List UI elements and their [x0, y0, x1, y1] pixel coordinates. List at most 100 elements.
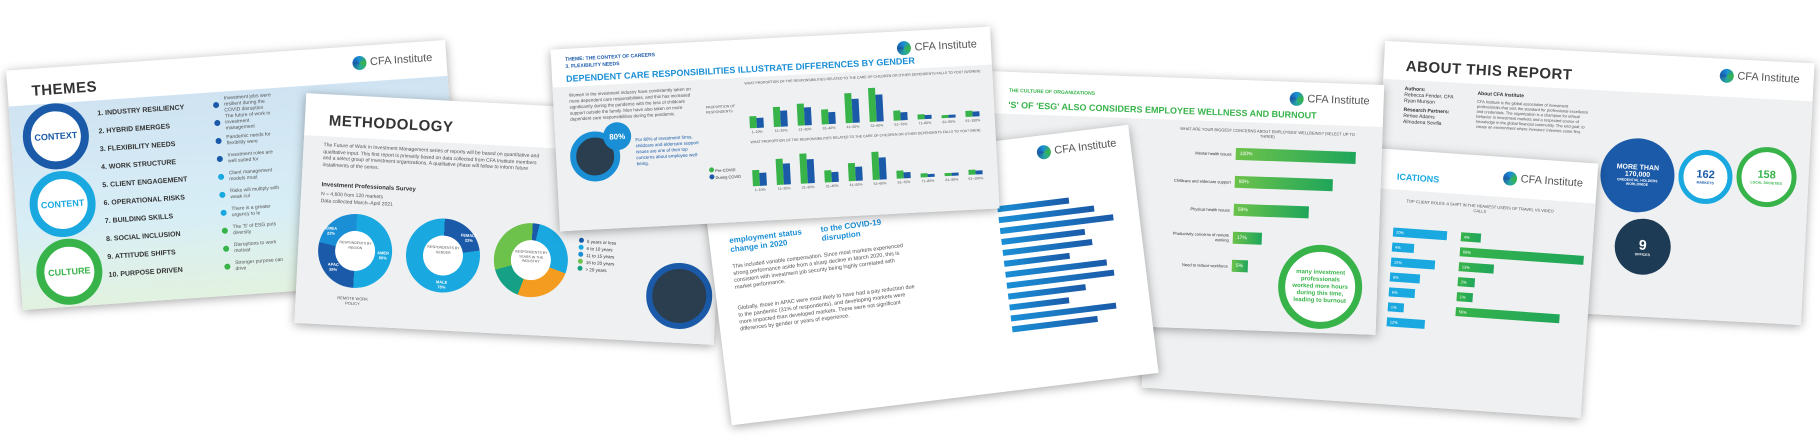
concern-bar: 80%: [1234, 175, 1333, 192]
page-title: THEMES: [31, 78, 98, 100]
about-text: CFA Institute is the global association …: [1475, 98, 1589, 135]
body-text: Globally, those in APAC were most likely…: [737, 283, 916, 333]
bar-during-covid: [780, 110, 788, 127]
bullet-icon: [224, 263, 231, 270]
bar-during-covid: [975, 170, 983, 175]
video-bar: 4%: [1460, 232, 1482, 243]
bar-group: [743, 93, 769, 129]
bullet-icon: [215, 137, 222, 145]
legend-swatch: [578, 237, 585, 243]
bar-group: [938, 141, 964, 177]
cfa-logo: CFA Institute: [1502, 171, 1583, 191]
concern-bar: 5%: [1231, 259, 1248, 273]
bullet-icon: [216, 155, 224, 163]
bar-during-covid: [855, 166, 863, 181]
bar-group: [887, 86, 913, 121]
cfa-logo: CFA Institute: [351, 51, 433, 71]
concern-bar-row: Childcare and eldercare support 80%: [1170, 170, 1371, 197]
bar-during-covid: [924, 114, 932, 120]
cfa-logo-icon: [1289, 91, 1304, 107]
travel-bar: 20%: [1392, 227, 1448, 241]
bar-group: [914, 142, 940, 178]
bar-group: [746, 151, 772, 187]
bullet-icon: [212, 101, 220, 109]
kicker: THE CULTURE OF ORGANIZATIONS: [1008, 87, 1096, 97]
bar-during-covid: [875, 94, 884, 122]
video-bar: 1%: [1456, 292, 1473, 303]
bar-group: [767, 92, 793, 128]
page-title: ABOUT THIS REPORT: [1405, 58, 1573, 84]
video-bar: 56%: [1455, 307, 1560, 324]
concern-bar: 17%: [1232, 231, 1262, 245]
bullet-icon: [214, 119, 221, 127]
cfa-logo: CFA Institute: [896, 37, 977, 56]
bar-during-covid: [803, 107, 812, 126]
stat-text: For 80% of investment firms, childcare a…: [635, 134, 699, 167]
gender-page: CFA Institute THEME: THE CONTEXT OF CARE…: [550, 26, 1000, 232]
authors-block: Authors: Rebecca Fender, CFA Ryan Munson R…: [1402, 86, 1454, 127]
travel-bar-chart: 20% 4% 15% 8% 6% 1% 12%: [1386, 222, 1454, 337]
cfa-logo-icon: [1035, 144, 1052, 161]
page-title: METHODOLOGY: [328, 112, 454, 136]
video-bar: 13%: [1458, 262, 1494, 274]
video-bar: 2%: [1457, 277, 1476, 288]
heading: employment status change in 2020: [728, 227, 803, 255]
y-label: PROPORTION OF RESPONDENTS: [705, 104, 736, 115]
cfa-logo-icon: [1719, 68, 1734, 84]
cfa-logo: CFA Institute: [1719, 68, 1800, 86]
bar-group: [815, 90, 841, 125]
bullet-icon: [219, 191, 226, 199]
region-amer-label: AMER 50%: [377, 250, 390, 261]
bar-group: [818, 148, 844, 183]
bullet-icon: [217, 173, 225, 181]
bar-group: [866, 145, 892, 180]
bar-during-covid: [927, 173, 935, 178]
page-title: ICATIONS: [1396, 171, 1440, 185]
bar-during-covid: [831, 172, 839, 183]
gender-male-label: MALE 78%: [435, 279, 448, 290]
years-legend: 5 years or less 6 to 10 years 11 to 15 yea…: [577, 237, 616, 275]
region-emea-label: EMEA 22%: [325, 225, 338, 236]
bar-during-covid: [851, 98, 860, 123]
bar-during-covid: [900, 112, 908, 121]
concern-bar: 100%: [1235, 147, 1356, 165]
legend-swatch: [577, 258, 584, 264]
video-bar-chart: 4% 69% 13% 2% 1% 56%: [1455, 226, 1591, 331]
region-apac-label: APAC 28%: [327, 261, 340, 272]
bar-during-covid: [948, 114, 956, 118]
heading: to the COVID-19 disruption: [820, 217, 882, 243]
bar-group: [959, 82, 985, 118]
bar-during-covid: [806, 159, 815, 184]
bullet-icon: [221, 227, 229, 234]
video-bar: 69%: [1459, 247, 1585, 265]
bar-group: [863, 87, 889, 123]
legend-swatch: [577, 265, 583, 271]
chart-legend: Pre-COVID During COVID: [708, 166, 741, 182]
travel-bar: 6%: [1388, 287, 1416, 299]
travel-bar: 12%: [1386, 317, 1426, 329]
travel-bar: 8%: [1389, 272, 1421, 284]
cfa-logo-icon: [351, 55, 367, 71]
cfa-logo: CFA Institute: [1035, 136, 1117, 161]
bar-during-covid: [972, 111, 980, 117]
bar-group: [794, 149, 820, 184]
bullet-icon: [222, 245, 230, 252]
travel-bar: 15%: [1390, 257, 1436, 270]
bar-group: [962, 140, 988, 175]
bar-group: [842, 146, 868, 182]
bar-during-covid: [951, 172, 959, 176]
theme-list: 1. INDUSTRY RESILIENCY Investment jobs we…: [97, 92, 286, 284]
cfa-logo-icon: [1502, 171, 1518, 186]
concern-bar-row: Physical health issues 59%: [1169, 198, 1370, 225]
legend-swatch: [578, 251, 584, 257]
donut-label: RESPONDENTS BY REGION: [339, 240, 372, 250]
cfa-logo: CFA Institute: [1289, 91, 1370, 109]
gender-female-label: FEMALE 22%: [460, 232, 478, 243]
bar-group: [839, 88, 865, 124]
bar-during-covid: [756, 117, 764, 128]
bar-group: [791, 91, 817, 126]
concern-bar: 59%: [1233, 203, 1309, 219]
bar-during-covid: [759, 172, 767, 186]
bar-group: [911, 85, 937, 120]
donut-label: RESPONDENTS BY YEARS IN THE INDUSTRY: [515, 249, 548, 264]
